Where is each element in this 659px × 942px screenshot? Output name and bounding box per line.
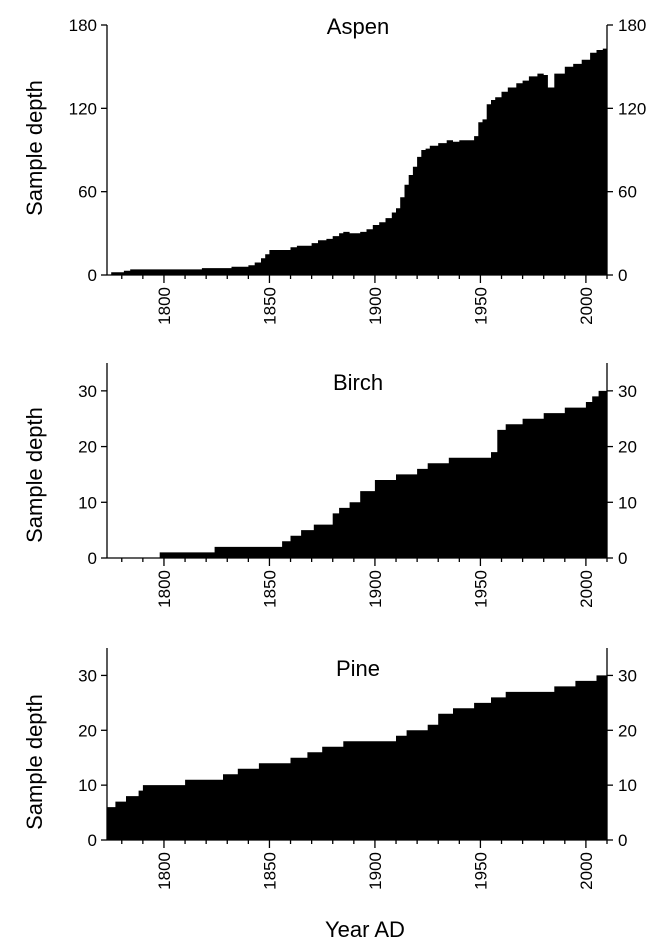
pine-ylabel: Sample depth xyxy=(22,694,47,830)
aspen-ytick-label-left: 60 xyxy=(78,183,97,202)
pine-ytick-label-left: 30 xyxy=(78,666,97,685)
birch-xtick-label: 1900 xyxy=(366,570,385,608)
aspen-xtick-label: 1900 xyxy=(366,287,385,325)
birch-ytick-label-right: 20 xyxy=(618,438,637,457)
aspen-ytick-label-right: 180 xyxy=(618,16,646,35)
birch-ytick-label-left: 10 xyxy=(78,493,97,512)
pine-xtick-label: 1900 xyxy=(366,852,385,890)
pine-title: Pine xyxy=(336,656,380,681)
pine-xtick-label: 1850 xyxy=(260,852,279,890)
aspen-ytick-label-right: 120 xyxy=(618,99,646,118)
aspen-ytick-label-left: 180 xyxy=(69,16,97,35)
pine-xtick-label: 2000 xyxy=(577,852,596,890)
birch-ytick-label-right: 0 xyxy=(618,549,627,568)
aspen-xtick-label: 1800 xyxy=(155,287,174,325)
aspen-ytick-label-right: 60 xyxy=(618,183,637,202)
x-axis-label: Year AD xyxy=(325,917,405,942)
aspen-xtick-label: 1850 xyxy=(260,287,279,325)
pine-ytick-label-left: 0 xyxy=(88,831,97,850)
birch-xtick-label: 1850 xyxy=(260,570,279,608)
pine-ytick-label-left: 20 xyxy=(78,721,97,740)
pine-ytick-label-right: 10 xyxy=(618,776,637,795)
pine-ytick-label-right: 30 xyxy=(618,666,637,685)
birch-panel: Birch Sample depth 0 0 10 10 20 20 30 30 1800 185… xyxy=(22,363,637,608)
aspen-title: Aspen xyxy=(327,14,389,39)
birch-ytick-label-left: 0 xyxy=(88,549,97,568)
birch-title: Birch xyxy=(333,370,383,395)
aspen-xtick-label: 2000 xyxy=(577,287,596,325)
birch-ytick-label-right: 30 xyxy=(618,382,637,401)
birch-ylabel: Sample depth xyxy=(22,407,47,543)
pine-panel: Pine Sample depth 0 0 10 10 20 20 30 30 1800 1850… xyxy=(22,648,637,890)
aspen-ytick-label-left: 120 xyxy=(69,99,97,118)
pine-xtick-label: 1800 xyxy=(155,852,174,890)
aspen-ytick-label-right: 0 xyxy=(618,266,627,285)
birch-xtick-label: 2000 xyxy=(577,570,596,608)
pine-ytick-label-right: 0 xyxy=(618,831,627,850)
pine-sample-depth-area xyxy=(107,675,607,840)
birch-xtick-label: 1800 xyxy=(155,570,174,608)
aspen-sample-depth-area xyxy=(107,48,607,275)
aspen-panel: Aspen Sample depth 0 0 60 60 120 120 180 180 180… xyxy=(22,14,646,325)
aspen-xtick-label: 1950 xyxy=(471,287,490,325)
birch-ytick-label-left: 30 xyxy=(78,382,97,401)
aspen-ylabel: Sample depth xyxy=(22,80,47,216)
birch-ytick-label-right: 10 xyxy=(618,493,637,512)
pine-xtick-label: 1950 xyxy=(471,852,490,890)
aspen-ytick-label-left: 0 xyxy=(88,266,97,285)
birch-xtick-label: 1950 xyxy=(471,570,490,608)
birch-ytick-label-left: 20 xyxy=(78,438,97,457)
birch-sample-depth-area xyxy=(107,390,607,558)
pine-ytick-label-left: 10 xyxy=(78,776,97,795)
pine-ytick-label-right: 20 xyxy=(618,721,637,740)
